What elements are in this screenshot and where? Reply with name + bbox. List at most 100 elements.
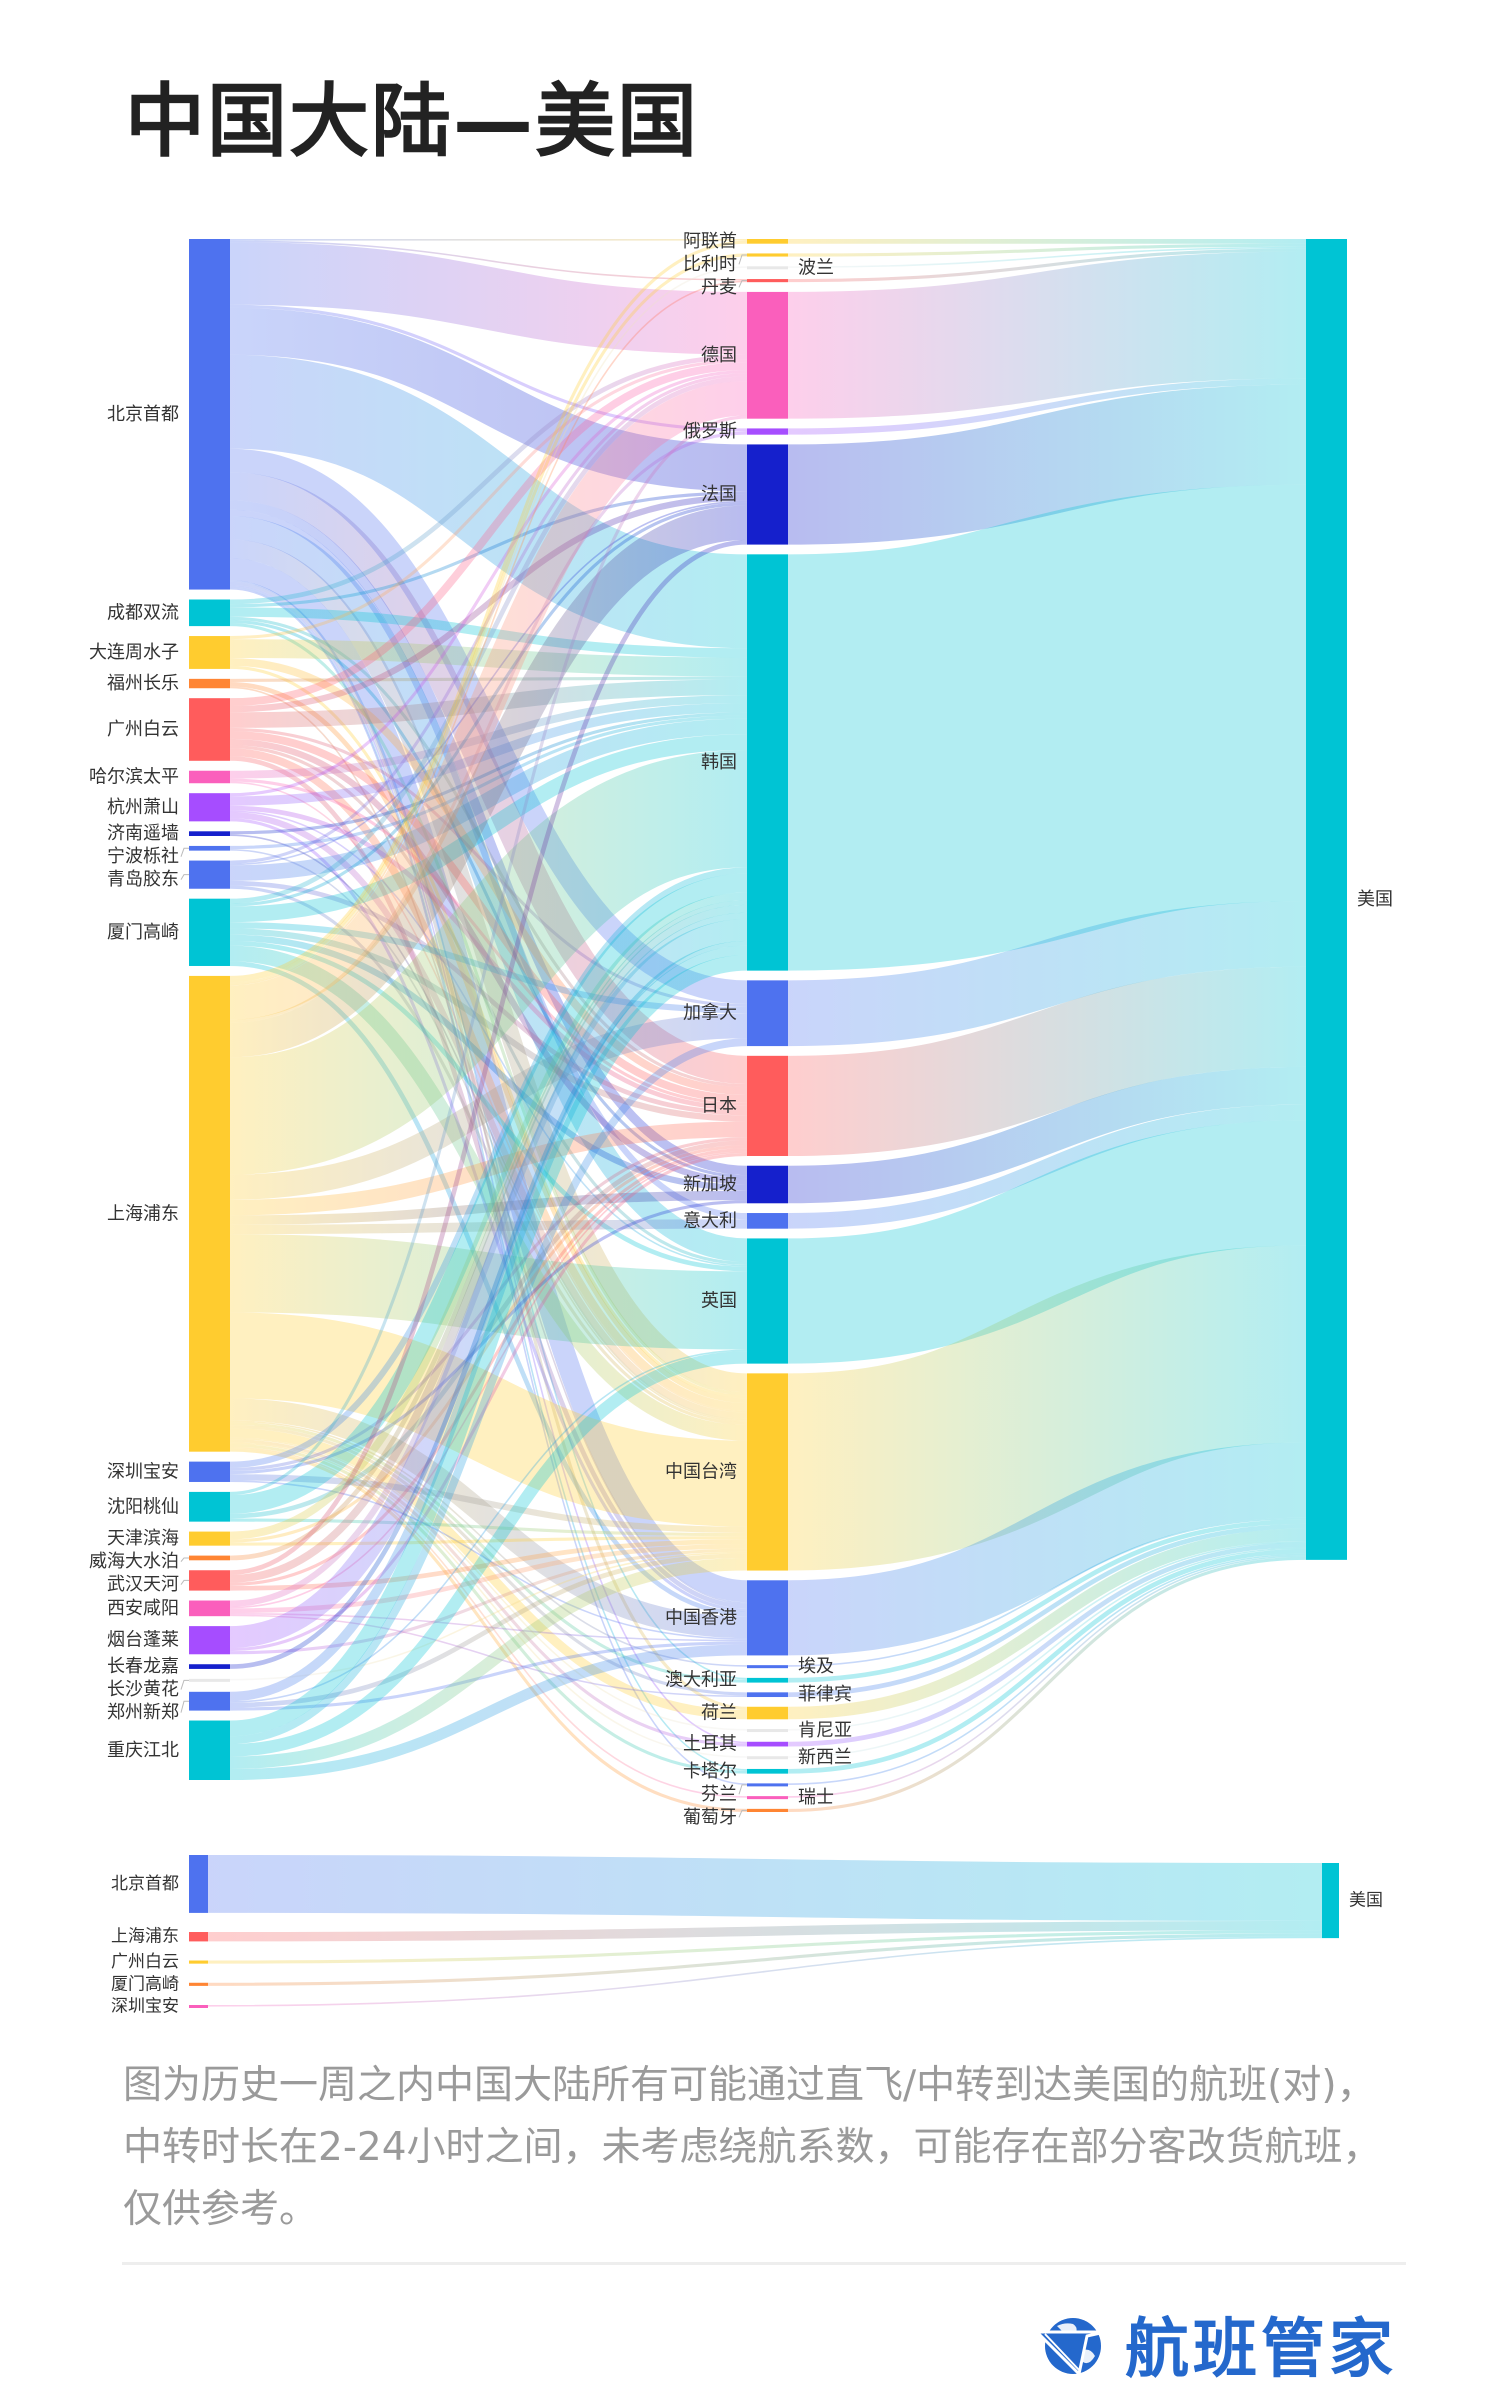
sankey-link	[229, 940, 748, 1669]
sankey-node	[747, 1729, 788, 1733]
node-label: 美国	[1349, 1891, 1383, 1911]
node-label: 肯尼亚	[798, 1720, 852, 1741]
sankey-link	[229, 1548, 748, 1655]
sankey-node	[747, 1165, 788, 1204]
node-label: 成都双流	[107, 602, 179, 623]
sankey-link	[229, 885, 748, 1426]
brand-logo: 航班管家	[1035, 2298, 1397, 2390]
node-label: 青岛胶东	[107, 869, 179, 890]
node-label: 澳大利亚	[665, 1670, 737, 1691]
sankey-link	[229, 354, 748, 649]
label-leader-line	[738, 254, 747, 265]
node-label: 菲律宾	[798, 1684, 852, 1705]
sankey-link	[229, 1013, 748, 1200]
sankey-node	[189, 1626, 230, 1655]
sankey-link	[786, 1245, 1308, 1571]
sankey-link	[229, 376, 748, 904]
label-leaders-layer	[180, 254, 747, 1818]
node-label: 意大利	[683, 1210, 737, 1231]
sankey-node	[189, 678, 230, 689]
sankey-link	[229, 370, 748, 797]
sankey-link	[229, 1151, 748, 1609]
sankey-node	[747, 1580, 788, 1656]
sankey-node	[189, 770, 230, 784]
sankey-link	[229, 354, 748, 605]
node-label: 深圳宝安	[107, 1461, 179, 1482]
sankey-link	[787, 378, 1307, 435]
node-label: 威海大水泊	[89, 1551, 179, 1572]
sankey-link	[229, 539, 748, 1575]
node-label: 天津滨海	[107, 1528, 179, 1549]
sankey-node	[1306, 239, 1347, 1560]
node-label: 比利时	[683, 254, 737, 275]
sankey-node	[747, 1692, 788, 1698]
sankey-link	[229, 1644, 748, 1780]
sankey-link	[229, 240, 748, 281]
sankey-node	[189, 1664, 230, 1669]
sankey-node	[189, 898, 230, 966]
sankey-node	[189, 1982, 208, 1986]
nodes-layer	[189, 239, 1347, 2008]
sankey-link	[787, 1541, 1307, 1731]
sankey-node	[747, 1768, 788, 1774]
node-label: 西安咸阳	[107, 1598, 179, 1619]
divider	[122, 2262, 1406, 2265]
sankey-node	[189, 860, 230, 889]
node-label: 芬兰	[701, 1784, 737, 1805]
sankey-node	[189, 1531, 230, 1546]
sankey-link	[229, 900, 748, 1561]
sankey-link	[229, 242, 748, 355]
sankey-link	[229, 1038, 748, 1745]
node-label: 广州白云	[111, 1952, 179, 1972]
sankey-node	[747, 1665, 788, 1669]
sankey-link	[229, 381, 748, 1020]
sankey-node	[747, 1373, 788, 1571]
sankey-node	[747, 1796, 788, 1800]
sankey-link	[229, 415, 748, 1496]
node-label: 英国	[701, 1291, 737, 1312]
node-label: 卡塔尔	[683, 1761, 737, 1782]
node-label: 济南遥墙	[107, 823, 179, 844]
node-label: 中国香港	[665, 1607, 737, 1628]
sankey-node	[189, 1691, 230, 1711]
links-layer	[207, 239, 1323, 2007]
sankey-link	[229, 1613, 748, 1642]
sankey-node	[747, 1783, 788, 1787]
globe-plane-logo-icon	[1035, 2318, 1107, 2376]
sankey-node	[747, 1677, 788, 1683]
label-leader-line	[738, 1784, 747, 1795]
sankey-chart: 北京首都成都双流大连周水子福州长乐广州白云哈尔滨太平杭州萧山济南遥墙宁波栎社青岛…	[89, 231, 1393, 2017]
chart-caption: 图为历史一周之内中国大陆所有可能通过直飞/中转到达美国的航班(对)，中转时长在2…	[123, 2063, 1382, 2232]
brand-name: 航班管家	[1125, 2313, 1397, 2387]
sankey-link	[228, 749, 749, 1175]
node-label: 阿联酋	[683, 231, 737, 252]
node-label: 丹麦	[701, 277, 737, 298]
node-label: 沈阳桃仙	[107, 1496, 179, 1517]
sankey-node	[189, 1461, 230, 1482]
label-leader-line	[738, 280, 747, 288]
sankey-link	[787, 1556, 1307, 1813]
sankey-link	[229, 1428, 748, 1720]
sankey-link	[229, 280, 748, 986]
sankey-node	[747, 1808, 788, 1812]
sankey-link	[787, 1066, 1307, 1204]
sankey-link	[787, 966, 1307, 1156]
node-label: 葡萄牙	[683, 1807, 737, 1828]
sankey-node	[747, 1055, 788, 1156]
sankey-node	[747, 1706, 788, 1720]
node-label: 长春龙嘉	[107, 1656, 179, 1677]
sankey-node	[747, 266, 788, 270]
sankey-link	[787, 1555, 1307, 1798]
sankey-link	[787, 248, 1307, 283]
sankey-link	[207, 1854, 1323, 1921]
sankey-node	[747, 980, 788, 1047]
sankey-link	[229, 359, 748, 640]
sankey-link	[229, 734, 748, 923]
sankey-node	[189, 239, 230, 590]
sankey-node	[747, 1741, 788, 1747]
sankey-node	[189, 1555, 230, 1561]
sankey-link	[229, 954, 748, 1737]
sankey-node	[747, 444, 788, 545]
sankey-link	[787, 1519, 1307, 1683]
sankey-link	[229, 505, 748, 1058]
